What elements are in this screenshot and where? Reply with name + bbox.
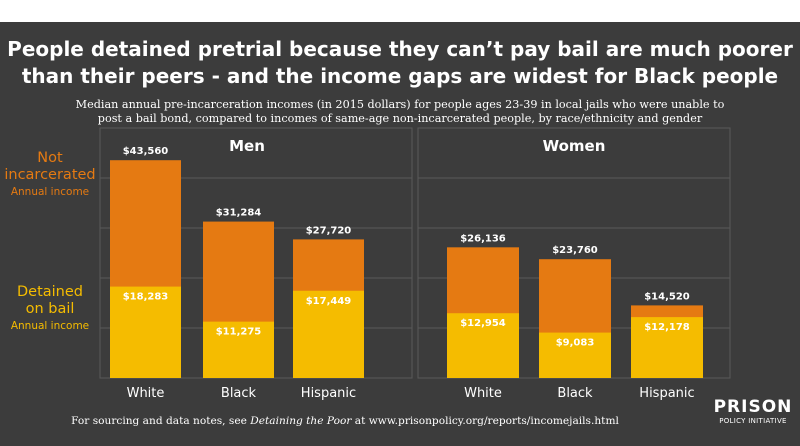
category-label-men-hispanic: Hispanic: [301, 386, 356, 401]
bar-detained-women-white: [447, 313, 519, 378]
label-detained-men-hispanic: $17,449: [306, 296, 352, 307]
chart-subtitle-line-2: post a bail bond, compared to incomes of…: [97, 112, 703, 125]
legend-not-incarcerated-line-2: incarcerated: [4, 167, 96, 183]
chart-subtitle-line-1: Median annual pre-incarceration incomes …: [75, 98, 725, 111]
label-detained-women-hispanic: $12,178: [644, 322, 690, 333]
label-not-incarcerated-men-black: $31,284: [216, 208, 262, 219]
bar-detained-men-white: [110, 286, 181, 378]
label-not-incarcerated-women-hispanic: $14,520: [644, 291, 690, 302]
label-detained-men-white: $18,283: [123, 292, 169, 303]
bar-detained-men-black: [203, 321, 274, 378]
bar-detained-men-hispanic: [293, 290, 364, 378]
label-not-incarcerated-men-white: $43,560: [123, 146, 169, 157]
category-label-men-white: White: [127, 386, 165, 401]
legend-not-incarcerated-line-1: Not: [37, 150, 63, 166]
legend-detained-line-1: Detained: [16, 284, 83, 300]
label-not-incarcerated-men-hispanic: $27,720: [306, 225, 352, 236]
legend-not-incarcerated: Not incarcerated Annual income: [0, 150, 100, 200]
legend-detained-sub: Annual income: [10, 320, 90, 332]
bar-detained-women-black: [539, 332, 611, 378]
chart-title: People detained pretrial because they ca…: [0, 36, 800, 90]
legend-detained: Detained on bail Annual income: [0, 284, 100, 334]
category-label-women-white: White: [464, 386, 502, 401]
label-detained-women-white: $12,954: [460, 318, 506, 329]
category-label-women-hispanic: Hispanic: [639, 386, 694, 401]
bar-detained-women-hispanic: [631, 317, 703, 378]
chart-title-line-2: than their peers - and the income gaps a…: [21, 64, 779, 88]
footnote-after: at www.prisonpolicy.org/reports/incomeja…: [351, 415, 619, 427]
group-title-men: Men: [229, 137, 265, 155]
chart-title-line-1: People detained pretrial because they ca…: [7, 37, 793, 61]
label-not-incarcerated-women-white: $26,136: [460, 233, 506, 244]
group-title-women: Women: [543, 137, 606, 155]
prison-policy-logo: PRISON POLICY INITIATIVE: [712, 398, 794, 426]
category-label-men-black: Black: [221, 386, 257, 401]
chart-subtitle: Median annual pre-incarceration incomes …: [0, 98, 800, 126]
label-not-incarcerated-women-black: $23,760: [552, 245, 598, 256]
footnote-before: For sourcing and data notes, see: [71, 415, 251, 427]
footnote: For sourcing and data notes, see Detaini…: [0, 415, 690, 427]
label-detained-women-black: $9,083: [556, 338, 595, 349]
logo-line-1: PRISON: [713, 397, 793, 417]
legend-not-incarcerated-sub: Annual income: [10, 186, 90, 198]
category-label-women-black: Black: [557, 386, 593, 401]
top-strip: [0, 0, 800, 22]
label-detained-men-black: $11,275: [216, 327, 262, 338]
footnote-report-title: Detaining the Poor: [250, 415, 352, 427]
legend-detained-line-2: on bail: [25, 301, 75, 317]
logo-line-2: POLICY INITIATIVE: [719, 417, 787, 425]
